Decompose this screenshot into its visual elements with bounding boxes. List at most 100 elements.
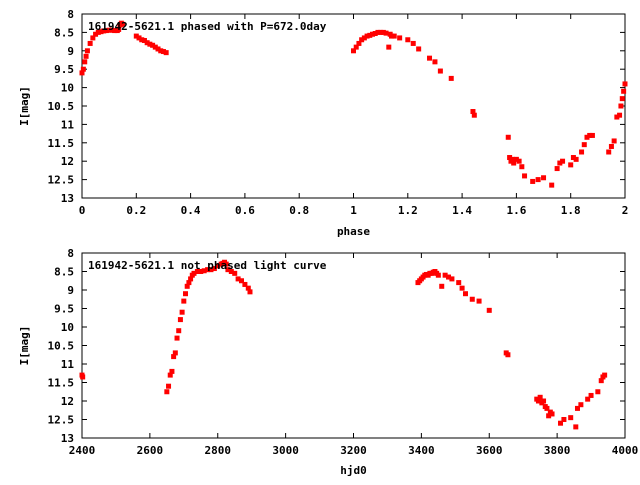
x-tick-label: 0 [79, 204, 86, 217]
y-tick-label: 13 [61, 432, 74, 445]
data-point [405, 37, 411, 43]
x-tick-label: 1 [350, 204, 357, 217]
x-tick-label: 0.4 [181, 204, 201, 217]
x-tick-label: 3000 [272, 444, 299, 457]
data-point [375, 29, 381, 35]
x-tick-label: 3400 [408, 444, 435, 457]
x-tick-label: 1.4 [452, 204, 472, 217]
data-point [194, 269, 200, 274]
data-point [150, 42, 156, 48]
data-point [505, 134, 511, 140]
y-tick-label: 12 [61, 395, 74, 408]
y-tick-label: 12.5 [48, 174, 75, 187]
data-point [87, 40, 93, 46]
data-point [558, 420, 564, 426]
data-point [225, 267, 231, 273]
data-point [449, 276, 455, 282]
data-point [83, 53, 89, 59]
data-point [179, 309, 185, 315]
data-point [535, 398, 541, 404]
data-point [588, 392, 594, 398]
data-point [541, 175, 547, 181]
data-point [223, 261, 229, 267]
data-point [578, 402, 584, 408]
data-point [370, 31, 376, 37]
data-point [136, 35, 142, 41]
plot-frame [81, 13, 626, 199]
data-point [144, 40, 150, 46]
x-tick-label: 2 [622, 204, 629, 217]
y-tick-label: 10.5 [48, 100, 75, 113]
y-tick-label: 11.5 [48, 377, 75, 390]
data-point [427, 55, 433, 61]
data-point [201, 268, 207, 274]
y-tick-label: 9.5 [54, 303, 74, 316]
data-point [106, 27, 112, 33]
y-tick-label: 8 [67, 8, 74, 21]
data-point [211, 266, 217, 272]
data-point [116, 26, 122, 32]
data-point [112, 28, 118, 34]
data-point [513, 156, 519, 162]
x-tick-label: 2800 [205, 444, 232, 457]
data-point [410, 40, 416, 46]
data-point [471, 112, 477, 118]
data-point [82, 59, 88, 65]
data-point [184, 283, 190, 289]
data-point [228, 269, 234, 274]
data-point [208, 267, 214, 273]
data-point [579, 149, 585, 155]
data-point [435, 272, 441, 278]
y-tick-label: 12.5 [48, 414, 75, 427]
data-point [611, 138, 617, 144]
data-point [364, 33, 370, 39]
x-tick-label: 0.6 [235, 204, 255, 217]
data-point [84, 48, 90, 54]
data-point [573, 156, 579, 162]
x-tick-label: 1.2 [398, 204, 418, 217]
chart-title: 161942-5621.1 not phased light curve [88, 259, 327, 272]
y-tick-label: 10.5 [48, 340, 75, 353]
data-point [359, 37, 365, 43]
data-point [621, 88, 627, 94]
data-point [519, 164, 525, 170]
data-point [557, 160, 563, 166]
data-point [239, 278, 245, 284]
data-point [516, 158, 522, 164]
data-point [618, 103, 624, 109]
data-point [353, 44, 359, 50]
x-tick-label: 1.6 [506, 204, 526, 217]
data-point [247, 289, 253, 295]
data-point [509, 156, 515, 162]
data-point [486, 307, 492, 313]
x-tick-label: 4000 [612, 444, 639, 457]
x-tick-label: 3800 [544, 444, 571, 457]
data-point [549, 411, 555, 417]
data-point [584, 134, 590, 140]
data-point [522, 173, 528, 179]
data-point [356, 40, 362, 46]
data-point [186, 280, 192, 286]
data-point [568, 415, 574, 421]
data-point [93, 31, 99, 37]
data-point [574, 405, 580, 411]
y-tick-label: 10 [61, 82, 74, 95]
data-point [437, 68, 443, 74]
data-point [164, 389, 170, 395]
chart-title: 161942-5621.1 phased with P=672.0day [88, 20, 327, 33]
data-point [589, 132, 595, 138]
x-tick-label: 2600 [137, 444, 164, 457]
data-point [416, 46, 422, 52]
data-point [561, 417, 567, 422]
data-point [380, 29, 386, 35]
y-tick-label: 11.5 [48, 137, 75, 150]
data-point [109, 27, 115, 33]
data-point [232, 270, 238, 276]
data-point [470, 109, 476, 115]
x-axis-label: hjd0 [340, 464, 367, 477]
data-point [530, 178, 536, 184]
phased-light-curve-plot: phase I[mag] 0 0.2 0.4 0.6 0.8 1 1.2 1.4 1.6 1.8 2… [18, 8, 628, 238]
data-point [351, 48, 356, 54]
data-point [469, 296, 475, 302]
